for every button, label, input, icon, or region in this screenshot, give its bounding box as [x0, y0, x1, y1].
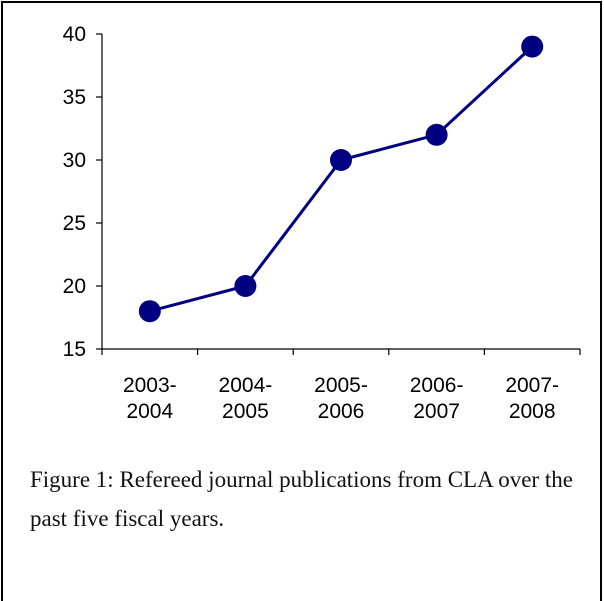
x-tick-label: 2005-2006	[314, 374, 368, 423]
y-tick-label: 40	[63, 23, 86, 46]
data-point	[234, 275, 257, 297]
x-tick-label: 2004-2005	[219, 374, 273, 423]
y-tick-label: 20	[63, 275, 86, 298]
data-point	[138, 300, 161, 323]
data-point	[425, 123, 448, 146]
x-tick-label: 2007-2008	[505, 374, 559, 423]
y-tick-label: 25	[63, 212, 86, 235]
figure-caption: Figure 1: Refereed journal publications …	[30, 467, 573, 531]
y-tick-label: 15	[63, 338, 86, 361]
x-tick-label: 2006-2007	[410, 374, 464, 423]
data-point	[330, 149, 352, 171]
y-tick-label: 35	[63, 86, 86, 109]
line-chart: 15 20 25 30 35 40 2003-2004 2004-2005 2005-2006 2…	[63, 23, 581, 423]
x-tick-label: 2003-2004	[123, 374, 177, 423]
series-line	[149, 45, 534, 313]
data-point	[521, 35, 544, 58]
y-tick-label: 30	[63, 149, 86, 172]
